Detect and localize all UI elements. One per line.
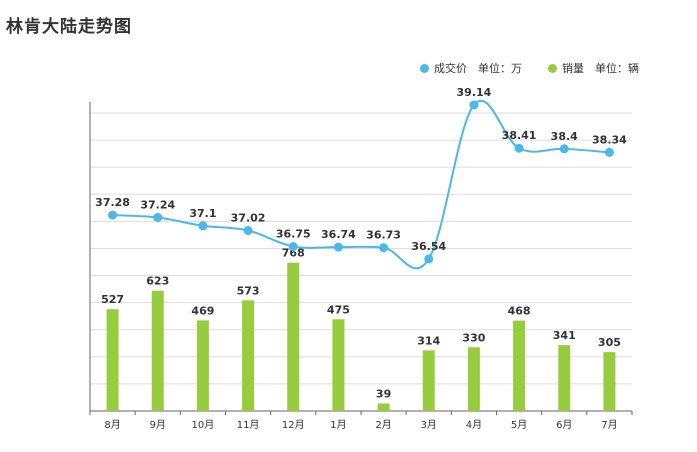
bar-sales-6[interactable] xyxy=(377,403,390,411)
price-point-10[interactable] xyxy=(559,144,569,154)
price-label-8: 39.14 xyxy=(457,86,492,99)
price-point-5[interactable] xyxy=(333,242,343,252)
legend: 成交价 单位：万 销量 单位：辆 xyxy=(420,60,639,76)
bar-sales-11[interactable] xyxy=(603,352,616,411)
bar-sales-4[interactable] xyxy=(287,262,300,411)
bar-label-10: 341 xyxy=(553,329,576,342)
bar-sales-2[interactable] xyxy=(196,320,209,411)
price-label-11: 38.34 xyxy=(592,133,627,146)
price-label-2: 37.1 xyxy=(189,207,216,220)
legend-price-label: 成交价 xyxy=(434,62,467,75)
bar-label-8: 330 xyxy=(462,331,485,344)
price-label-4: 36.75 xyxy=(276,228,311,241)
bar-sales-9[interactable] xyxy=(513,320,526,411)
bar-sales-0[interactable] xyxy=(106,309,119,411)
bar-sales-1[interactable] xyxy=(151,290,164,411)
x-tick-label-3: 11月 xyxy=(237,419,260,431)
x-tick-label-8: 4月 xyxy=(466,419,482,431)
x-tick-label-4: 12月 xyxy=(282,419,305,431)
price-point-6[interactable] xyxy=(379,243,389,253)
price-label-1: 37.24 xyxy=(140,198,175,211)
price-label-5: 36.74 xyxy=(321,228,356,241)
bar-label-7: 314 xyxy=(417,334,440,347)
x-tick-label-6: 2月 xyxy=(375,419,391,431)
price-point-2[interactable] xyxy=(198,221,208,231)
x-tick-label-10: 6月 xyxy=(556,419,572,431)
legend-sales-marker xyxy=(548,63,557,73)
price-label-7: 36.54 xyxy=(411,240,446,253)
x-tick-label-1: 9月 xyxy=(150,419,166,431)
chart-title: 林肯大陆走势图 xyxy=(6,17,132,37)
price-label-9: 38.41 xyxy=(502,129,537,142)
bar-sales-7[interactable] xyxy=(422,350,435,411)
price-point-4[interactable] xyxy=(288,242,298,251)
legend-item-sales[interactable]: 销量 单位：辆 xyxy=(548,60,639,76)
price-point-8[interactable] xyxy=(469,100,479,110)
price-point-3[interactable] xyxy=(243,226,253,236)
bar-label-4: 768 xyxy=(282,247,305,260)
x-tick-label-0: 8月 xyxy=(104,419,120,431)
price-point-7[interactable] xyxy=(424,254,434,264)
price-point-11[interactable] xyxy=(604,147,614,157)
bar-label-6: 39 xyxy=(376,387,391,400)
legend-sales-unit: 单位：辆 xyxy=(595,62,639,75)
legend-sales-label: 销量 xyxy=(562,62,584,75)
bar-label-2: 469 xyxy=(191,304,214,317)
x-tick-label-9: 5月 xyxy=(511,419,527,431)
bar-label-11: 305 xyxy=(598,336,621,349)
price-label-3: 37.02 xyxy=(231,212,266,225)
bar-label-5: 475 xyxy=(327,303,350,316)
bar-sales-5[interactable] xyxy=(332,319,345,411)
price-label-10: 38.4 xyxy=(551,130,578,143)
bar-sales-10[interactable] xyxy=(558,345,571,411)
x-tick-label-7: 3月 xyxy=(421,419,437,431)
bar-sales-3[interactable] xyxy=(242,300,255,411)
legend-item-price[interactable]: 成交价 单位：万 xyxy=(420,60,522,76)
x-tick-label-11: 7月 xyxy=(601,419,617,431)
bar-label-0: 527 xyxy=(101,293,124,306)
price-label-6: 36.73 xyxy=(366,229,401,242)
price-line xyxy=(112,99,610,270)
x-tick-label-5: 1月 xyxy=(330,419,346,431)
bar-label-9: 468 xyxy=(508,305,531,318)
bar-label-3: 573 xyxy=(237,284,260,297)
legend-price-unit: 单位：万 xyxy=(478,62,522,75)
price-point-1[interactable] xyxy=(153,212,163,222)
x-tick-label-2: 10月 xyxy=(192,419,215,431)
price-label-0: 37.28 xyxy=(95,196,130,209)
bar-sales-8[interactable] xyxy=(467,347,480,411)
price-point-0[interactable] xyxy=(108,210,118,220)
bar-label-1: 623 xyxy=(146,275,169,288)
price-point-9[interactable] xyxy=(514,143,524,153)
legend-price-marker xyxy=(420,63,429,73)
